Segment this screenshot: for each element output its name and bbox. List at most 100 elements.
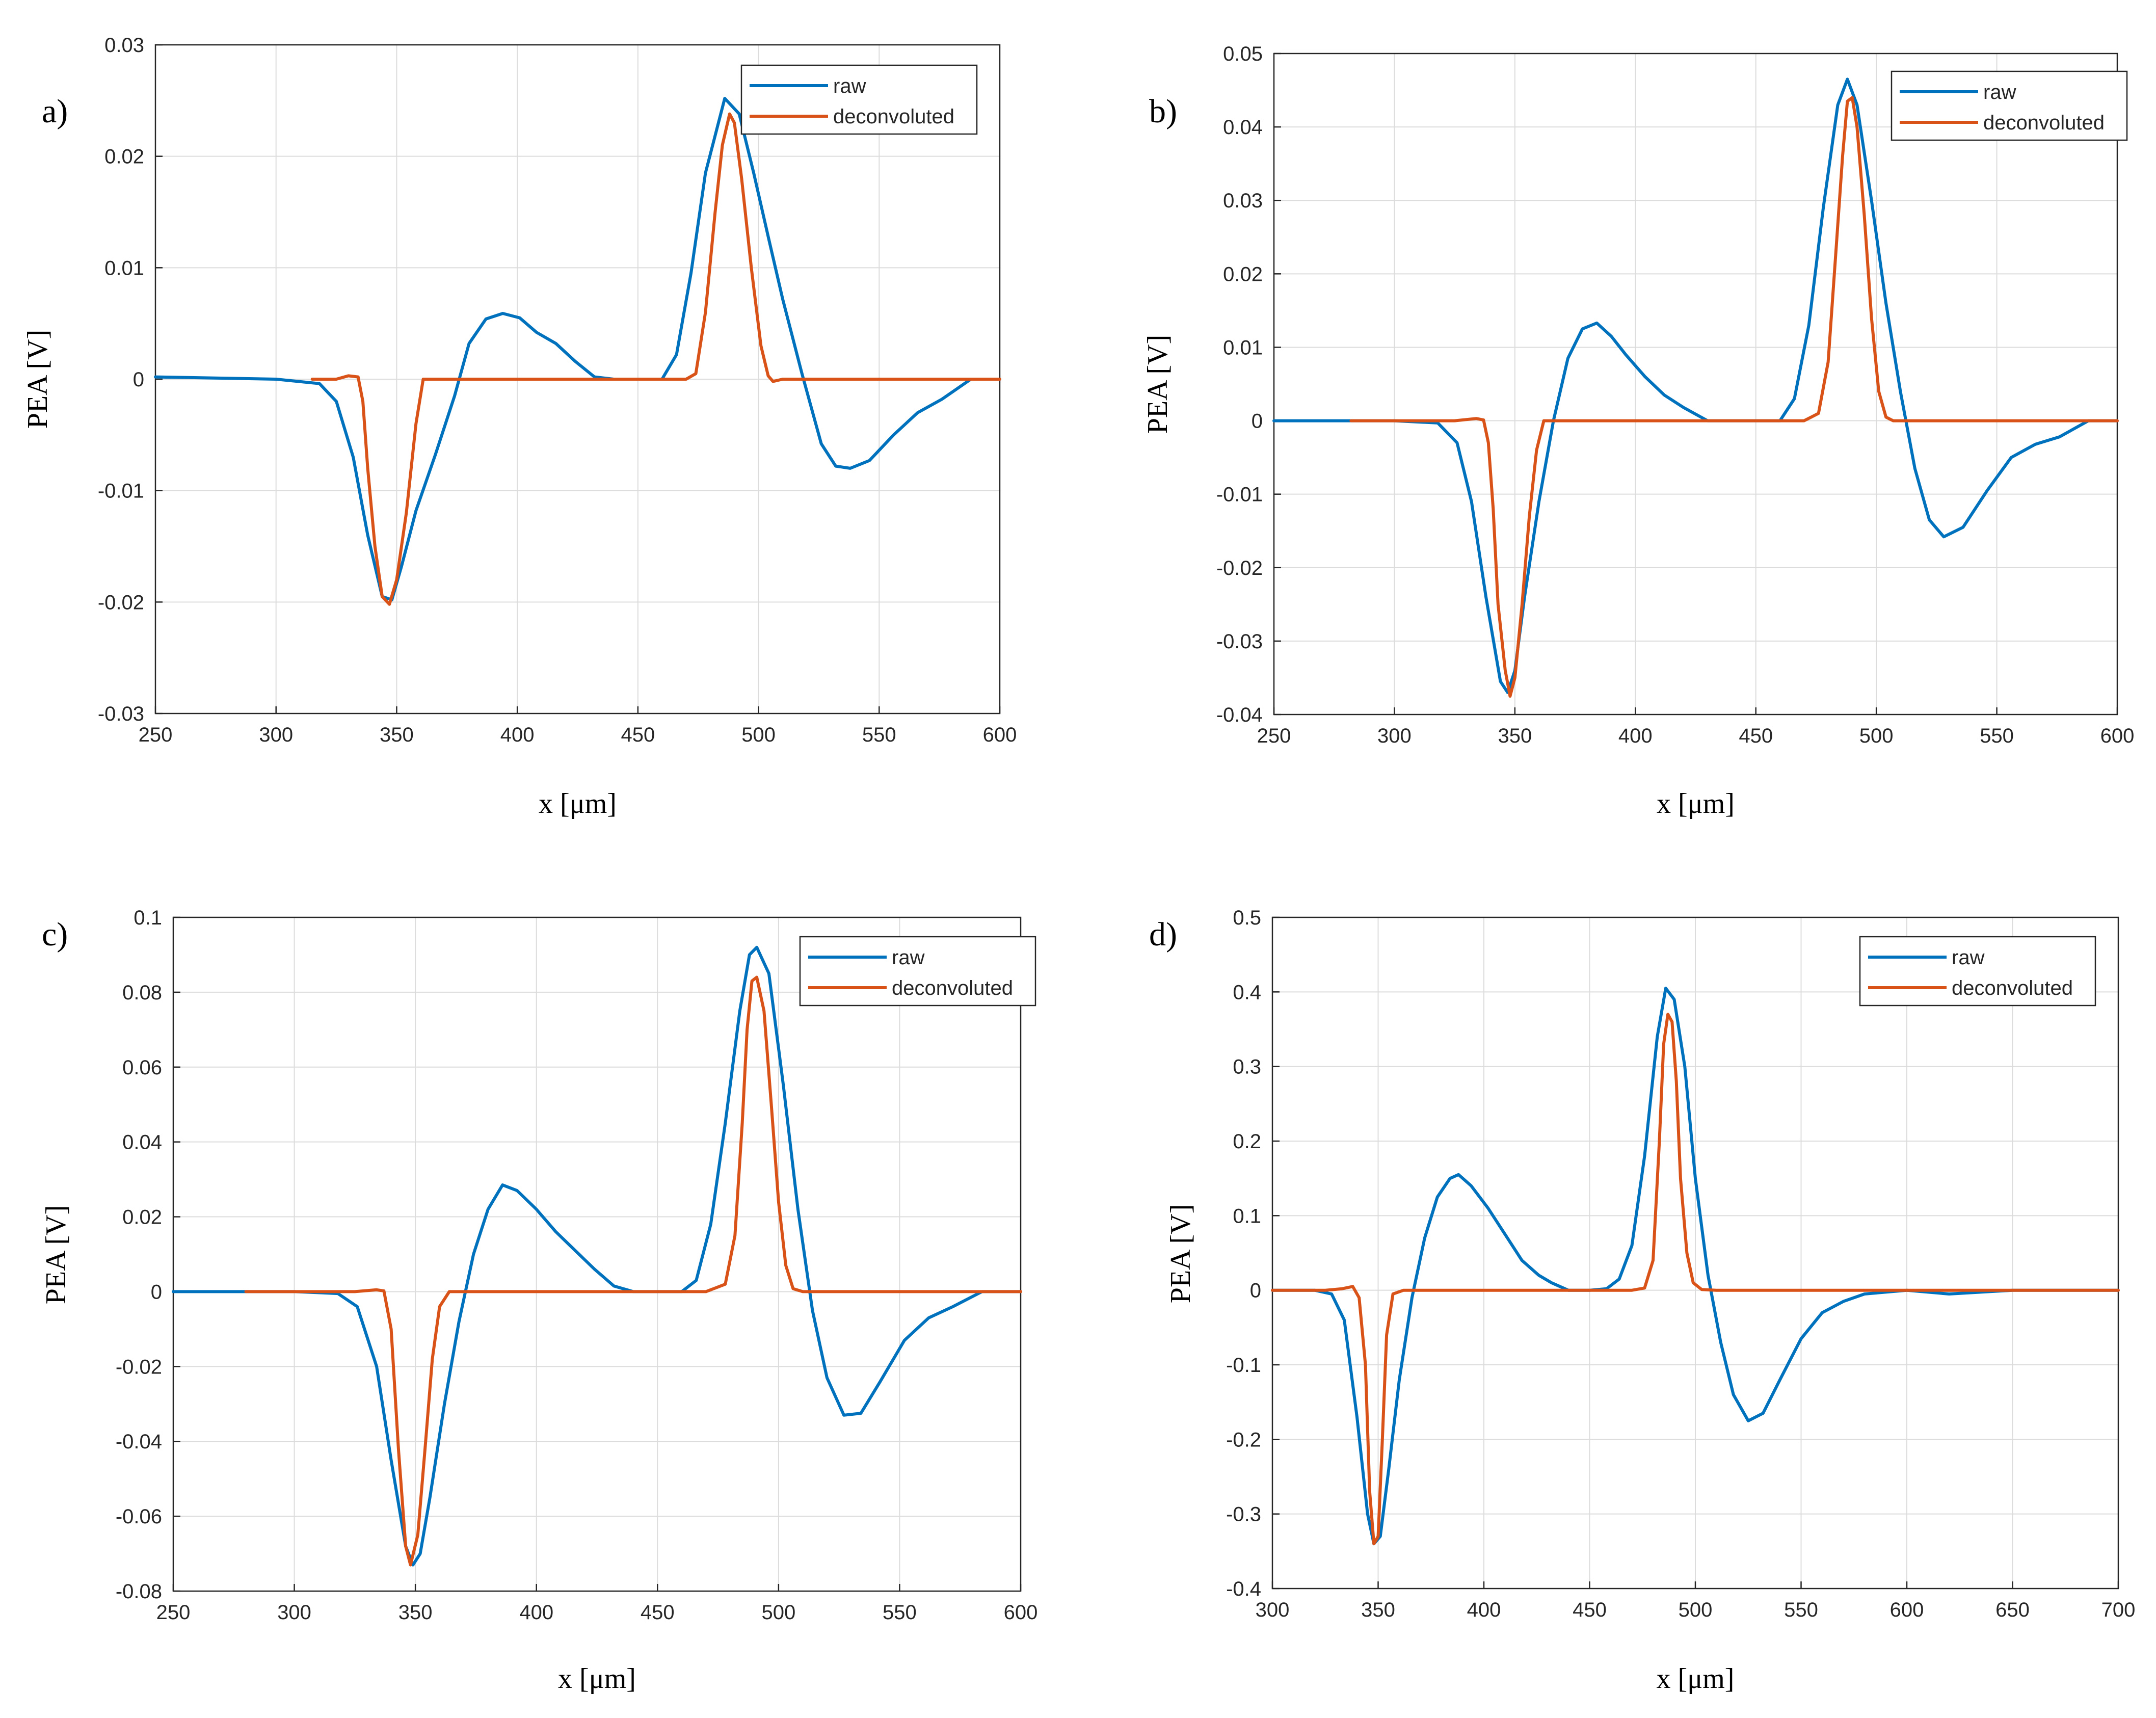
y-tick-label: 0.02 xyxy=(1223,263,1263,285)
y-tick-label: 0.1 xyxy=(134,907,162,929)
legend: raw deconvoluted xyxy=(1891,70,2128,141)
legend-box xyxy=(1859,936,2096,1007)
y-tick-label: 0.3 xyxy=(1233,1056,1261,1078)
panels: 250 300 350 400 450 500 550 600 -0.03 -0.02 -0.01 0… xyxy=(22,34,2135,1695)
x-tick-label: 350 xyxy=(398,1601,433,1624)
y-tick-label: 0.04 xyxy=(1223,116,1263,139)
y-tick-label: 0.03 xyxy=(1223,190,1263,212)
panel-label: c) xyxy=(42,916,68,953)
x-tick-label: 400 xyxy=(519,1601,553,1624)
x-tick-label: 550 xyxy=(883,1601,917,1624)
x-tick-label: 550 xyxy=(1980,725,2014,747)
x-tick-label: 600 xyxy=(1890,1599,1924,1621)
x-tick-label: 350 xyxy=(380,724,414,746)
chart-panel-2: 250 300 350 400 450 500 550 600 -0.04 -0.03 -0.02 -… xyxy=(1142,43,2134,820)
legend-label-raw: raw xyxy=(892,946,925,969)
x-tick-label: 300 xyxy=(277,1601,311,1624)
y-tick-label: 0.05 xyxy=(1223,43,1263,65)
axes-box xyxy=(1273,52,2118,716)
y-tick-label: -0.02 xyxy=(98,591,144,614)
y-tick-label: -0.02 xyxy=(1216,557,1263,579)
y-axis-label: PEA [V] xyxy=(1165,1204,1196,1303)
x-tick-label: 350 xyxy=(1498,725,1532,747)
legend: raw deconvoluted xyxy=(799,936,1036,1007)
chart-panel-4: 300 350 400 450 500 550 600 650 700 -0.4 -0.3 -0.2 -… xyxy=(1149,907,2135,1695)
legend-box xyxy=(740,64,978,135)
y-tick-label: 0.01 xyxy=(104,257,144,279)
x-tick-label: 250 xyxy=(156,1601,191,1624)
y-tick-label: 0.1 xyxy=(1233,1205,1261,1227)
x-axis-label: x [μm] xyxy=(1657,1663,1735,1695)
legend-label-raw: raw xyxy=(1952,946,1985,969)
x-tick-label: 250 xyxy=(139,724,173,746)
panel-label: d) xyxy=(1149,916,1177,953)
legend-label-raw: raw xyxy=(1983,81,2016,103)
x-tick-label: 700 xyxy=(2101,1599,2136,1621)
series-line-deconvoluted xyxy=(1349,96,2119,698)
legend-label-raw: raw xyxy=(833,75,866,97)
y-tick-label: 0 xyxy=(1250,1280,1261,1302)
x-tick-label: 600 xyxy=(983,724,1017,746)
y-tick-label: 0.04 xyxy=(122,1131,162,1154)
y-tick-label: 0 xyxy=(151,1281,162,1303)
y-tick-label: 0.2 xyxy=(1233,1130,1261,1153)
legend-label-deconvoluted: deconvoluted xyxy=(1952,977,2073,999)
y-tick-label: 0.4 xyxy=(1233,981,1261,1003)
x-axis-label: x [μm] xyxy=(558,1663,636,1695)
panel-label: b) xyxy=(1149,93,1177,130)
series-line-deconvoluted xyxy=(310,112,1001,606)
legend-label-deconvoluted: deconvoluted xyxy=(833,105,954,128)
chart-panel-3: 250 300 350 400 450 500 550 600 -0.08 -0.06 -0.04 -… xyxy=(40,907,1037,1695)
chart-panel-1: 250 300 350 400 450 500 550 600 -0.03 -0.02 -0.01 0… xyxy=(22,34,1017,820)
x-tick-label: 450 xyxy=(1739,725,1773,747)
y-tick-label: 0.03 xyxy=(104,34,144,57)
x-tick-label: 500 xyxy=(1859,725,1894,747)
series-line-deconvoluted xyxy=(244,975,1022,1567)
legend-box xyxy=(1891,70,2128,141)
y-tick-label: -0.04 xyxy=(116,1431,162,1453)
x-tick-label: 300 xyxy=(1377,725,1412,747)
y-tick-label: -0.02 xyxy=(116,1356,162,1378)
y-tick-label: -0.06 xyxy=(116,1505,162,1528)
y-tick-label: 0.02 xyxy=(122,1206,162,1229)
legend: raw deconvoluted xyxy=(1859,936,2096,1007)
y-tick-label: -0.03 xyxy=(98,703,144,725)
legend: raw deconvoluted xyxy=(740,64,978,135)
x-tick-label: 600 xyxy=(2100,725,2135,747)
y-tick-label: -0.04 xyxy=(1216,704,1263,726)
y-tick-label: 0 xyxy=(1252,410,1263,433)
y-tick-label: 0.01 xyxy=(1223,336,1263,359)
legend-label-deconvoluted: deconvoluted xyxy=(892,977,1013,999)
x-tick-label: 350 xyxy=(1361,1599,1395,1621)
y-tick-label: 0 xyxy=(133,368,144,391)
axes-box xyxy=(172,916,1022,1592)
x-tick-label: 500 xyxy=(741,724,776,746)
x-axis-label: x [μm] xyxy=(539,788,617,820)
x-tick-label: 300 xyxy=(259,724,293,746)
y-tick-label: 0.08 xyxy=(122,982,162,1004)
y-tick-label: -0.3 xyxy=(1226,1503,1261,1526)
legend-label-deconvoluted: deconvoluted xyxy=(1983,112,2105,134)
y-tick-label: -0.08 xyxy=(116,1580,162,1603)
x-tick-label: 500 xyxy=(761,1601,795,1624)
x-tick-label: 550 xyxy=(862,724,896,746)
x-tick-label: 300 xyxy=(1256,1599,1290,1621)
x-tick-label: 550 xyxy=(1784,1599,1818,1621)
y-tick-label: -0.01 xyxy=(1216,484,1263,506)
x-tick-label: 400 xyxy=(1467,1599,1501,1621)
x-tick-label: 400 xyxy=(500,724,535,746)
x-tick-label: 450 xyxy=(621,724,655,746)
x-tick-label: 650 xyxy=(1995,1599,2030,1621)
x-tick-label: 450 xyxy=(1573,1599,1607,1621)
y-tick-label: 0.5 xyxy=(1233,907,1261,929)
x-tick-label: 600 xyxy=(1004,1601,1038,1624)
y-tick-label: -0.4 xyxy=(1226,1578,1261,1600)
x-tick-label: 500 xyxy=(1679,1599,1713,1621)
panel-label: a) xyxy=(42,93,68,130)
y-tick-label: 0.06 xyxy=(122,1056,162,1079)
y-tick-label: -0.01 xyxy=(98,480,144,503)
y-tick-label: 0.02 xyxy=(104,146,144,168)
y-axis-label: PEA [V] xyxy=(40,1205,72,1304)
